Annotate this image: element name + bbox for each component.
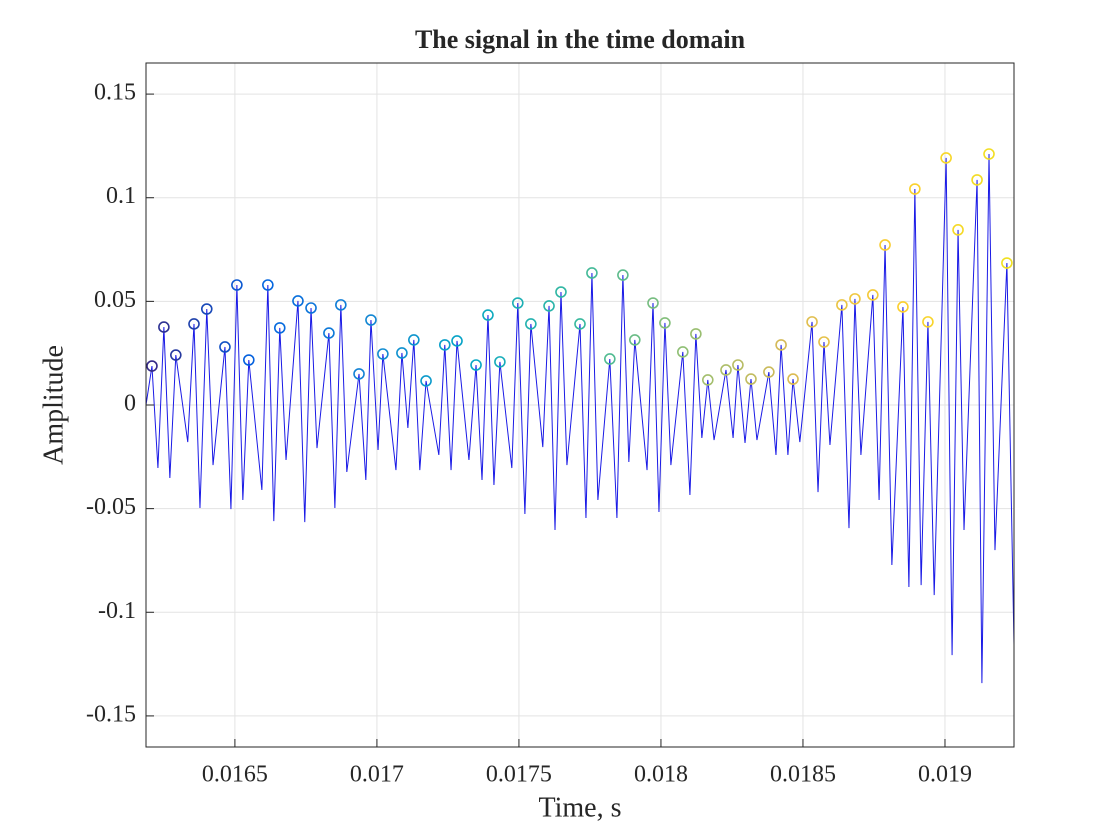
peak-marker [745, 373, 757, 385]
x-tick-label: 0.0185 [770, 762, 836, 788]
peak-marker [836, 299, 848, 311]
peak-marker [262, 279, 274, 291]
peak-marker [659, 317, 671, 329]
peak-marker [909, 183, 921, 195]
peak-marker [273, 322, 286, 334]
peak-marker [604, 353, 616, 365]
signal-line [145, 153, 1015, 684]
peak-marker [323, 327, 335, 339]
peak-marker [849, 293, 861, 305]
peak-marker [983, 148, 995, 160]
peak-marker [763, 366, 775, 378]
plot [145, 148, 1015, 684]
y-axis-label: Amplitude [38, 345, 69, 465]
peak-marker [305, 302, 317, 314]
peak-marker [617, 269, 629, 281]
peak-marker [511, 297, 524, 309]
peak-marker [952, 224, 964, 236]
peak-marker [353, 368, 365, 380]
peak-marker [200, 303, 213, 315]
y-tick-label: 0.15 [94, 80, 136, 106]
peak-marker [365, 314, 377, 326]
peak-marker [922, 316, 934, 328]
peak-marker [158, 321, 170, 333]
peak-marker [818, 336, 830, 348]
peak-marker [775, 339, 787, 351]
y-tick-label: -0.05 [86, 494, 136, 520]
peak-marker [146, 360, 158, 372]
x-tick-label: 0.017 [350, 762, 404, 788]
y-tick-label: 0 [124, 391, 136, 417]
x-tick-label: 0.019 [918, 762, 972, 788]
peak-marker [677, 346, 689, 358]
peak-marker [971, 174, 983, 186]
peak-marker [787, 373, 799, 385]
peak-marker [188, 318, 200, 330]
peak-marker [629, 334, 641, 346]
peak-marker [470, 359, 482, 371]
peak-marker [219, 341, 231, 353]
peak-marker [439, 339, 451, 351]
peak-marker [867, 289, 879, 301]
peak-marker [408, 334, 420, 346]
peak-marker [482, 309, 494, 321]
peak-marker [647, 297, 659, 309]
peak-marker [574, 318, 586, 330]
labels: 0.0165 0.017 0.0175 0.018 0.0185 0.019 -0.15 -0… [86, 80, 972, 788]
y-tick-label: 0.05 [94, 287, 136, 313]
chart-title: The signal in the time domain [415, 25, 746, 54]
peak-marker [732, 359, 744, 371]
peak-marker [396, 347, 408, 359]
peak-marker [897, 301, 909, 313]
x-tick-label: 0.018 [634, 762, 688, 788]
peak-marker [231, 279, 243, 291]
peak-marker [879, 239, 891, 251]
peak-marker [690, 328, 702, 340]
peak-marker [170, 349, 182, 361]
peak-marker [806, 316, 818, 328]
x-axis-label: Time, s [538, 792, 621, 823]
y-tick-label: 0.1 [106, 183, 136, 209]
peak-marker [543, 300, 555, 312]
peak-marker [451, 335, 463, 347]
peak-marker [720, 364, 732, 376]
peak-marker [335, 299, 347, 311]
peak-marker [1001, 257, 1013, 269]
x-tick-label: 0.0165 [202, 762, 268, 788]
y-tick-label: -0.1 [98, 598, 136, 624]
peak-marker [292, 295, 304, 307]
y-tick-label: -0.15 [86, 701, 136, 727]
peak-marker [586, 267, 598, 279]
peak-marker [377, 348, 389, 360]
peak-marker [702, 374, 714, 386]
peak-marker [940, 152, 952, 164]
peak-marker [420, 375, 432, 387]
grid [146, 63, 1014, 747]
peak-marker [494, 356, 506, 368]
peak-marker [243, 354, 255, 366]
peak-marker [525, 318, 537, 330]
peak-marker [555, 286, 567, 298]
x-tick-label: 0.0175 [486, 762, 552, 788]
